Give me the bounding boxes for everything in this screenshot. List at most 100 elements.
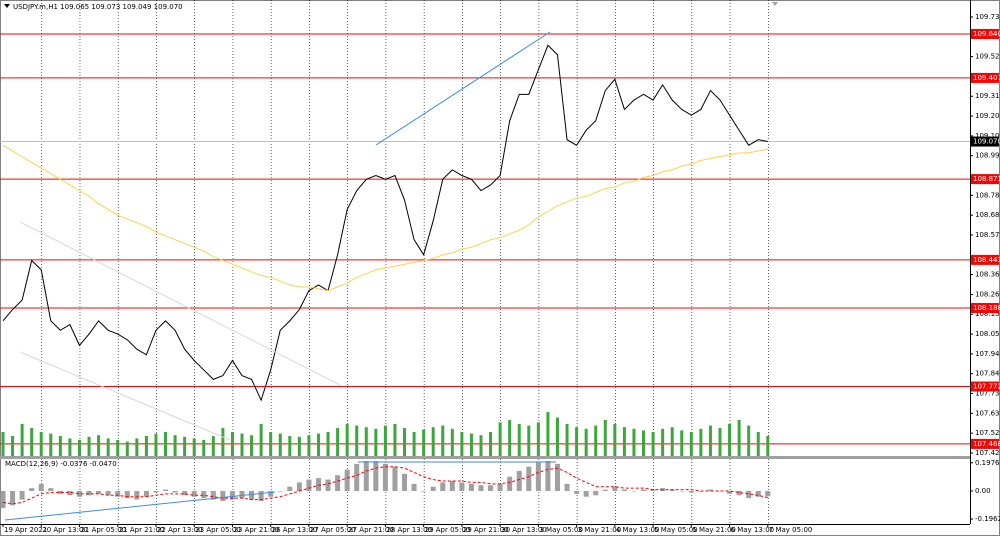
volume-bar [374,428,378,456]
y-tick-label: 108.785 [975,191,1000,199]
level-tag [971,72,999,83]
y-tick-label: 108.680 [975,211,1000,219]
indicator-label: MACD(12,26,9) -0.0376 -0.0470 [5,460,117,468]
volume-bar [632,428,636,456]
macd-bar [19,491,25,500]
macd-bar [736,491,742,496]
macd-bar [29,488,35,491]
macd-bar [488,485,494,491]
macd-bar [421,491,427,492]
plot [0,44,771,509]
macd-bar [296,482,302,491]
channel-line [19,221,341,386]
level-tag [971,438,999,449]
volume-bar [144,436,148,456]
macd-bar [315,478,321,491]
y-tick-label: 107.840 [975,370,1000,378]
macd-bar [564,483,570,491]
x-tick-label: 23 Apr 21:00 [233,526,279,534]
macd-bar [554,463,560,491]
volume-bar [498,422,502,456]
volume-bar [68,438,72,456]
volume-bar [383,425,387,456]
x-tick-label: 6 May 13:00 [731,526,775,534]
macd-bar [76,491,82,497]
volume-bar [269,432,273,456]
volume-bar [173,435,177,456]
volume-bar [345,424,349,456]
x-tick-label: 23 Apr 05:00 [195,526,241,534]
level-tag-label: 108.188 [973,304,1000,312]
volume-bar [230,432,234,456]
level-tag-label: 109.407 [973,74,1000,82]
level-tag-label: 108.443 [973,256,1000,264]
x-tick-label: 20 Apr 13:00 [42,526,88,534]
price-line [2,44,768,402]
volume-bar [307,435,311,456]
macd-bar [10,491,16,506]
macd-bar [373,461,379,491]
volume-bar [412,432,416,456]
y2-tick-label: 0.1976 [975,459,1000,467]
macd-bar [382,463,388,491]
y-tick-label: 109.520 [975,53,1000,61]
macd-bar [707,489,713,491]
volume-bar [403,428,407,456]
macd-bar [220,491,226,501]
macd-bar [249,491,255,500]
y-tick-label: 108.260 [975,290,1000,298]
volume-bar [747,425,751,456]
trend-line [375,31,551,146]
volume-bar [11,436,15,456]
level-tag-label: 107.468 [973,440,1000,448]
y2-tick-label: 0.00 [975,487,991,495]
volume-bar [708,425,712,456]
channel-line [19,351,231,441]
volume-bar [364,427,368,456]
panel-separator [0,456,970,459]
volume-bar [87,436,91,456]
macd-bar [583,491,589,497]
volume-bar [77,440,81,456]
macd-bar [755,491,761,497]
volume-bar [670,427,674,456]
y-tick-label: 108.575 [975,231,1000,239]
y-tick-label: 109.100 [975,132,1000,140]
volume-bar [221,428,225,456]
x-tick-label: 27 Apr 21:00 [348,526,394,534]
macd-bar [402,473,408,491]
macd-bar [746,491,752,499]
volume-bar [211,436,215,456]
macd-bar [459,482,465,491]
volume-bar [393,424,397,456]
volume-bar [106,438,110,456]
volume-bar [737,420,741,456]
macd-bar [602,489,608,491]
macd-bar [57,491,63,494]
macd-bar [650,489,656,491]
macd-bar [172,491,178,493]
macd-bar [430,486,436,491]
volume-bar [240,433,244,456]
volume-bar [718,428,722,456]
macd-bar [163,489,169,491]
volume-bar [441,425,445,456]
y-tick-label: 107.420 [975,449,1000,457]
y-tick-label: 109.205 [975,112,1000,120]
level-tag-label: 108.871 [973,175,1000,183]
volume-bar [431,427,435,456]
volume-bar [508,420,512,456]
macd-bar [593,491,599,496]
macd-bar [631,491,637,492]
volume-bar [613,424,617,456]
x-tick-label: 26 Apr 13:00 [272,526,318,534]
x-tick-label: 22 Apr 13:00 [157,526,203,534]
volume-bar [125,441,129,456]
volume-bar [469,433,473,456]
level-tag [971,381,999,392]
volume-bar [97,435,101,456]
volume-bar [689,432,693,456]
macd-bar [354,463,360,491]
macd-bar [574,491,580,494]
x-tick-label: 4 May 13:00 [616,526,660,534]
